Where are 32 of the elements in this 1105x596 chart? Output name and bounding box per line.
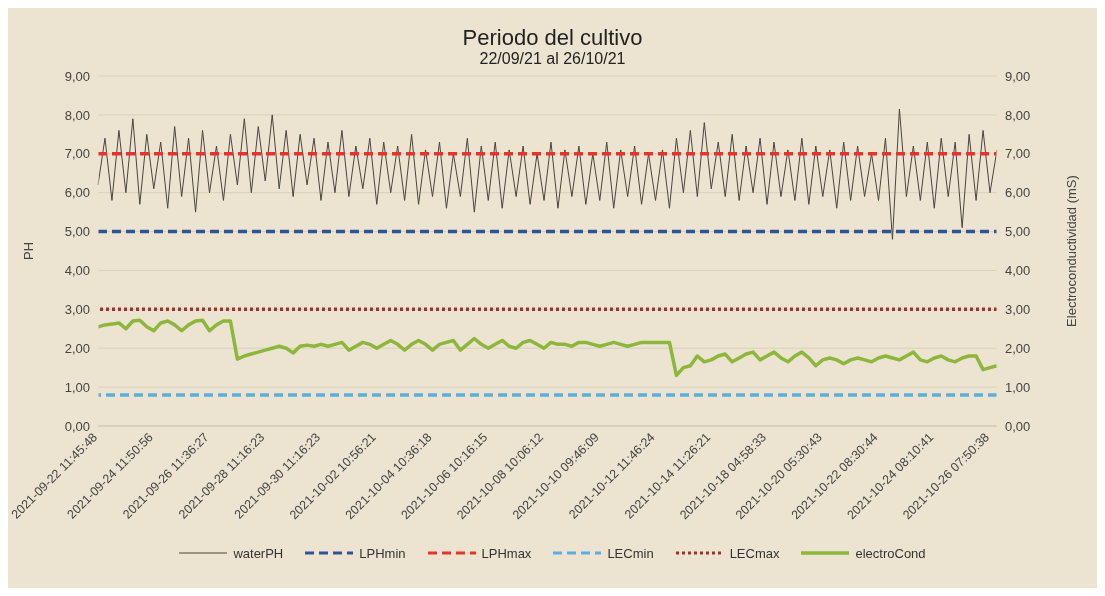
- y-tick-label: 6,00: [64, 185, 90, 201]
- legend-label: waterPH: [233, 545, 284, 561]
- legend-label: LPHmin: [359, 545, 406, 561]
- y2-tick-label: 2,00: [1005, 340, 1031, 356]
- y-tick-label: 4,00: [64, 262, 90, 278]
- y2-tick-label: 1,00: [1005, 379, 1031, 395]
- y-axis-title: PH: [20, 241, 36, 260]
- y2-tick-label: 0,00: [1005, 418, 1031, 434]
- chart-title: Periodo del cultivo: [461, 25, 644, 51]
- y-tick-label: 8,00: [64, 107, 90, 123]
- y2-tick-label: 8,00: [1005, 107, 1031, 123]
- y-tick-label: 5,00: [64, 223, 90, 239]
- y-tick-label: 9,00: [64, 68, 90, 84]
- y2-axis-title: Electroconductividad (mS): [1063, 174, 1079, 327]
- y-tick-label: 2,00: [64, 340, 90, 356]
- y2-tick-label: 6,00: [1005, 185, 1031, 201]
- legend-label: LPHmax: [481, 545, 532, 561]
- y-tick-label: 7,00: [64, 146, 90, 162]
- line-series: [97, 108, 998, 240]
- y2-tick-label: 5,00: [1005, 223, 1031, 239]
- y-tick-label: 1,00: [64, 379, 90, 395]
- chart-subtitle: 22/09/21 al 26/10/21: [478, 50, 627, 68]
- y2-tick-label: 4,00: [1005, 262, 1031, 278]
- y2-tick-label: 7,00: [1005, 146, 1031, 162]
- y-tick-label: 3,00: [64, 301, 90, 317]
- legend-label: LECmin: [607, 545, 654, 561]
- y-tick-label: 0,00: [64, 418, 90, 434]
- legend-label: LECmax: [729, 545, 780, 561]
- line-series: [96, 318, 999, 377]
- y2-tick-label: 9,00: [1005, 68, 1031, 84]
- legend-label: electroCond: [855, 545, 926, 561]
- y2-tick-label: 3,00: [1005, 301, 1031, 317]
